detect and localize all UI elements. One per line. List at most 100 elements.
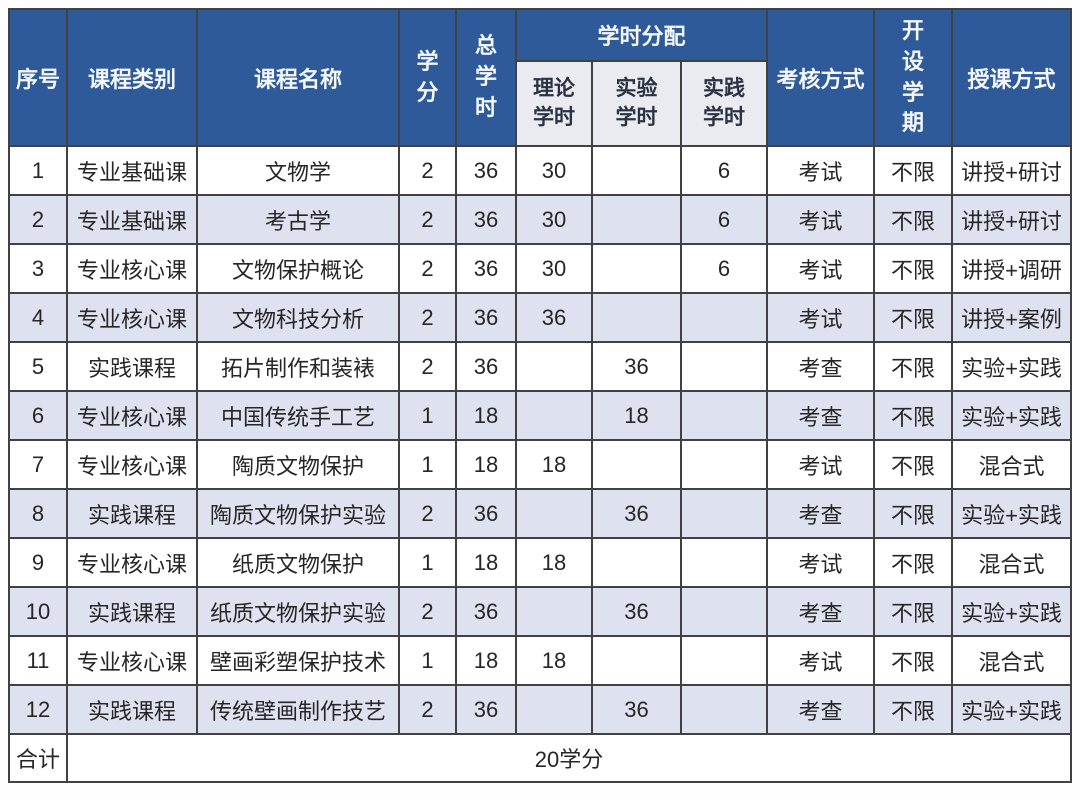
cell-index: 11 bbox=[7, 635, 68, 686]
col-header-hours-distribution-group: 学时分配 bbox=[514, 8, 769, 62]
col-header-semester: 开设学期 bbox=[873, 8, 953, 147]
cell-practice-hours: 6 bbox=[679, 194, 769, 245]
cell-assessment: 考查 bbox=[766, 390, 875, 441]
cell-practice-hours bbox=[679, 488, 769, 539]
total-row: 合计 20学分 bbox=[7, 733, 1073, 783]
cell-teaching-method: 实验+实践 bbox=[951, 390, 1072, 441]
cell-teaching-method: 实验+实践 bbox=[951, 586, 1072, 637]
cell-total-hours: 18 bbox=[454, 439, 517, 490]
cell-assessment: 考试 bbox=[766, 243, 875, 294]
cell-theory-hours: 18 bbox=[514, 537, 593, 588]
cell-practice-hours bbox=[679, 341, 769, 392]
cell-assessment: 考试 bbox=[766, 145, 875, 196]
cell-total-hours: 36 bbox=[454, 243, 517, 294]
cell-index: 3 bbox=[7, 243, 68, 294]
cell-credits: 2 bbox=[397, 145, 457, 196]
cell-course-name: 文物科技分析 bbox=[195, 292, 400, 343]
cell-teaching-method: 混合式 bbox=[951, 537, 1072, 588]
cell-total-hours: 36 bbox=[454, 292, 517, 343]
cell-semester: 不限 bbox=[873, 635, 953, 686]
cell-total-hours: 18 bbox=[454, 537, 517, 588]
cell-assessment: 考试 bbox=[766, 194, 875, 245]
cell-credits: 2 bbox=[397, 194, 457, 245]
cell-course-name: 文物学 bbox=[195, 145, 400, 196]
table-row: 10 实践课程 纸质文物保护实验 2 36 36 考查 不限 实验+实践 bbox=[7, 586, 1072, 637]
cell-practice-hours bbox=[679, 635, 769, 686]
cell-credits: 1 bbox=[397, 439, 457, 490]
cell-assessment: 考试 bbox=[766, 439, 875, 490]
cell-credits: 2 bbox=[397, 684, 457, 735]
cell-practice-hours: 6 bbox=[679, 243, 769, 294]
cell-teaching-method: 讲授+调研 bbox=[951, 243, 1072, 294]
cell-theory-hours: 18 bbox=[514, 635, 593, 686]
col-header-assessment: 考核方式 bbox=[766, 8, 875, 147]
cell-credits: 1 bbox=[397, 390, 457, 441]
cell-theory-hours: 30 bbox=[514, 145, 593, 196]
cell-theory-hours: 30 bbox=[514, 194, 593, 245]
cell-index: 6 bbox=[7, 390, 68, 441]
cell-teaching-method: 实验+实践 bbox=[951, 488, 1072, 539]
cell-assessment: 考试 bbox=[766, 537, 875, 588]
theory-hours-label: 理论学时 bbox=[532, 77, 575, 129]
cell-course-name: 陶质文物保护实验 bbox=[195, 488, 400, 539]
cell-course-name: 纸质文物保护 bbox=[195, 537, 400, 588]
cell-index: 4 bbox=[7, 292, 68, 343]
cell-total-hours: 36 bbox=[454, 488, 517, 539]
cell-practice-hours: 6 bbox=[679, 145, 769, 196]
cell-total-hours: 18 bbox=[454, 635, 517, 686]
cell-category: 专业基础课 bbox=[65, 194, 198, 245]
cell-teaching-method: 混合式 bbox=[951, 439, 1072, 490]
cell-course-name: 陶质文物保护 bbox=[195, 439, 400, 490]
col-header-experiment-hours: 实验学时 bbox=[590, 60, 682, 147]
cell-practice-hours bbox=[679, 684, 769, 735]
cell-index: 12 bbox=[7, 684, 68, 735]
cell-semester: 不限 bbox=[873, 439, 953, 490]
cell-teaching-method: 实验+实践 bbox=[951, 341, 1072, 392]
cell-theory-hours bbox=[514, 488, 593, 539]
cell-semester: 不限 bbox=[873, 586, 953, 637]
cell-course-name: 考古学 bbox=[195, 194, 400, 245]
cell-index: 1 bbox=[7, 145, 68, 196]
cell-experiment-hours bbox=[590, 537, 682, 588]
cell-semester: 不限 bbox=[873, 341, 953, 392]
cell-experiment-hours bbox=[590, 635, 682, 686]
cell-experiment-hours bbox=[590, 292, 682, 343]
cell-practice-hours bbox=[679, 537, 769, 588]
table-row: 3 专业核心课 文物保护概论 2 36 30 6 考试 不限 讲授+调研 bbox=[7, 243, 1072, 294]
cell-category: 专业核心课 bbox=[65, 439, 198, 490]
total-hours-vertical-label: 总学时 bbox=[474, 33, 497, 120]
cell-index: 2 bbox=[7, 194, 68, 245]
cell-category: 实践课程 bbox=[65, 684, 198, 735]
cell-category: 专业核心课 bbox=[65, 390, 198, 441]
cell-experiment-hours bbox=[590, 145, 682, 196]
table-header: 序号 课程类别 课程名称 学分 总学时 学时分配 考核方式 开设学期 授课方式 … bbox=[7, 8, 1072, 147]
cell-credits: 1 bbox=[397, 635, 457, 686]
cell-theory-hours bbox=[514, 390, 593, 441]
cell-assessment: 考试 bbox=[766, 635, 875, 686]
cell-experiment-hours: 36 bbox=[590, 586, 682, 637]
cell-credits: 2 bbox=[397, 292, 457, 343]
cell-experiment-hours: 36 bbox=[590, 488, 682, 539]
cell-teaching-method: 讲授+研讨 bbox=[951, 194, 1072, 245]
experiment-hours-label: 实验学时 bbox=[615, 77, 658, 129]
cell-total-hours: 36 bbox=[454, 586, 517, 637]
table-row: 4 专业核心课 文物科技分析 2 36 36 考试 不限 讲授+案例 bbox=[7, 292, 1072, 343]
cell-assessment: 考查 bbox=[766, 586, 875, 637]
cell-course-name: 传统壁画制作技艺 bbox=[195, 684, 400, 735]
credits-vertical-label: 学分 bbox=[416, 48, 439, 105]
cell-category: 专业核心课 bbox=[65, 292, 198, 343]
cell-category: 专业基础课 bbox=[65, 145, 198, 196]
cell-practice-hours bbox=[679, 586, 769, 637]
cell-index: 9 bbox=[7, 537, 68, 588]
cell-category: 实践课程 bbox=[65, 488, 198, 539]
cell-assessment: 考试 bbox=[766, 292, 875, 343]
cell-course-name: 中国传统手工艺 bbox=[195, 390, 400, 441]
cell-practice-hours bbox=[679, 390, 769, 441]
cell-total-hours: 36 bbox=[454, 341, 517, 392]
cell-credits: 2 bbox=[397, 341, 457, 392]
cell-credits: 2 bbox=[397, 243, 457, 294]
cell-teaching-method: 实验+实践 bbox=[951, 684, 1072, 735]
table-row: 12 实践课程 传统壁画制作技艺 2 36 36 考查 不限 实验+实践 bbox=[7, 684, 1072, 735]
cell-credits: 2 bbox=[397, 586, 457, 637]
col-header-total-hours: 总学时 bbox=[454, 8, 517, 147]
